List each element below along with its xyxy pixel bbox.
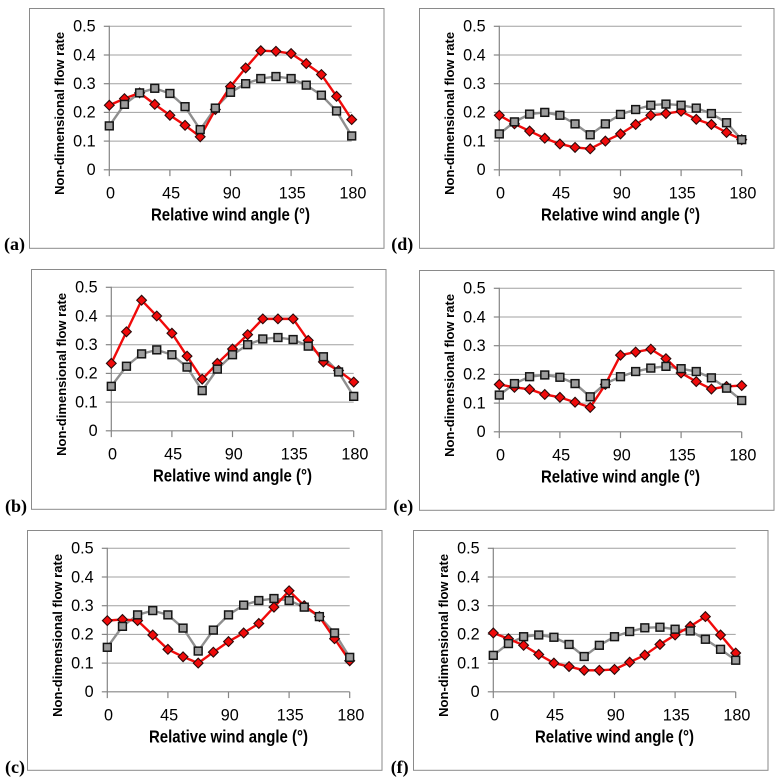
svg-text:0.2: 0.2 (458, 626, 481, 644)
svg-text:0: 0 (85, 683, 94, 701)
svg-text:0.4: 0.4 (72, 568, 95, 586)
svg-text:0: 0 (496, 446, 505, 464)
svg-text:0.5: 0.5 (72, 540, 95, 558)
svg-text:Non-dimensional flow rate: Non-dimensional flow rate (436, 554, 451, 717)
svg-text:135: 135 (669, 446, 696, 464)
svg-text:Non-dimensional flow rate: Non-dimensional flow rate (442, 294, 457, 457)
svg-text:90: 90 (225, 446, 243, 464)
svg-text:Non-dimensional flow rate: Non-dimensional flow rate (52, 32, 67, 195)
svg-text:0.5: 0.5 (463, 279, 486, 297)
svg-text:0.5: 0.5 (73, 17, 96, 35)
svg-text:90: 90 (221, 707, 239, 725)
svg-text:0.4: 0.4 (458, 569, 481, 587)
svg-text:Relative wind angle (°): Relative wind angle (°) (541, 204, 700, 224)
svg-text:90: 90 (222, 184, 240, 202)
svg-text:Relative wind angle (°): Relative wind angle (°) (149, 726, 308, 746)
svg-text:0: 0 (108, 446, 117, 464)
svg-text:0.3: 0.3 (73, 75, 96, 93)
svg-text:45: 45 (160, 707, 178, 725)
svg-text:0.2: 0.2 (463, 103, 486, 121)
svg-text:0: 0 (476, 161, 485, 179)
svg-text:180: 180 (338, 707, 365, 725)
svg-text:0: 0 (496, 184, 505, 202)
svg-text:Non-dimensional flow rate: Non-dimensional flow rate (442, 32, 457, 195)
svg-text:0.1: 0.1 (73, 132, 96, 150)
svg-text:135: 135 (663, 707, 690, 725)
svg-text:0.3: 0.3 (463, 75, 486, 93)
svg-text:0: 0 (89, 422, 98, 440)
svg-text:0.5: 0.5 (458, 540, 481, 558)
svg-text:180: 180 (339, 184, 366, 202)
svg-text:Non-dimensional flow rate: Non-dimensional flow rate (50, 554, 65, 717)
svg-text:0.5: 0.5 (463, 17, 486, 35)
svg-text:135: 135 (277, 707, 304, 725)
svg-text:0.2: 0.2 (72, 626, 95, 644)
svg-text:135: 135 (281, 446, 308, 464)
svg-text:Relative wind angle (°): Relative wind angle (°) (151, 204, 310, 224)
svg-text:Non-dimensional flow rate: Non-dimensional flow rate (54, 293, 69, 456)
svg-text:45: 45 (552, 446, 570, 464)
svg-text:0.2: 0.2 (463, 366, 486, 384)
svg-text:45: 45 (546, 707, 564, 725)
svg-text:0: 0 (477, 423, 486, 441)
svg-text:0.5: 0.5 (75, 279, 98, 297)
svg-text:45: 45 (162, 184, 180, 202)
svg-text:90: 90 (612, 184, 630, 202)
svg-text:90: 90 (607, 707, 625, 725)
svg-text:180: 180 (729, 184, 756, 202)
svg-text:0.2: 0.2 (73, 103, 96, 121)
svg-text:0.1: 0.1 (463, 132, 486, 150)
svg-text:0.3: 0.3 (72, 597, 95, 615)
svg-text:0.4: 0.4 (73, 46, 96, 64)
svg-text:Relative wind angle (°): Relative wind angle (°) (535, 727, 694, 747)
svg-text:180: 180 (724, 707, 751, 725)
svg-text:0: 0 (86, 161, 95, 179)
svg-text:0: 0 (471, 683, 480, 701)
svg-text:Relative wind angle (°): Relative wind angle (°) (541, 466, 700, 486)
svg-text:135: 135 (279, 184, 306, 202)
svg-text:0: 0 (106, 184, 115, 202)
svg-text:0.4: 0.4 (463, 308, 486, 326)
svg-text:45: 45 (552, 184, 570, 202)
svg-text:0.3: 0.3 (463, 337, 486, 355)
svg-text:90: 90 (613, 446, 631, 464)
svg-text:0.1: 0.1 (458, 655, 481, 673)
svg-text:0.1: 0.1 (72, 655, 95, 673)
svg-text:0.3: 0.3 (458, 597, 481, 615)
svg-text:0.4: 0.4 (75, 307, 98, 325)
svg-text:0.3: 0.3 (75, 336, 98, 354)
svg-text:0: 0 (490, 707, 499, 725)
svg-text:180: 180 (729, 446, 756, 464)
svg-text:0.1: 0.1 (75, 393, 98, 411)
svg-text:45: 45 (164, 446, 182, 464)
svg-text:Relative wind angle (°): Relative wind angle (°) (153, 465, 312, 485)
svg-text:135: 135 (668, 184, 695, 202)
svg-text:180: 180 (341, 446, 368, 464)
svg-text:0.1: 0.1 (463, 394, 486, 412)
svg-text:0.4: 0.4 (463, 46, 486, 64)
svg-text:0.2: 0.2 (75, 365, 98, 383)
svg-text:0: 0 (104, 707, 113, 725)
